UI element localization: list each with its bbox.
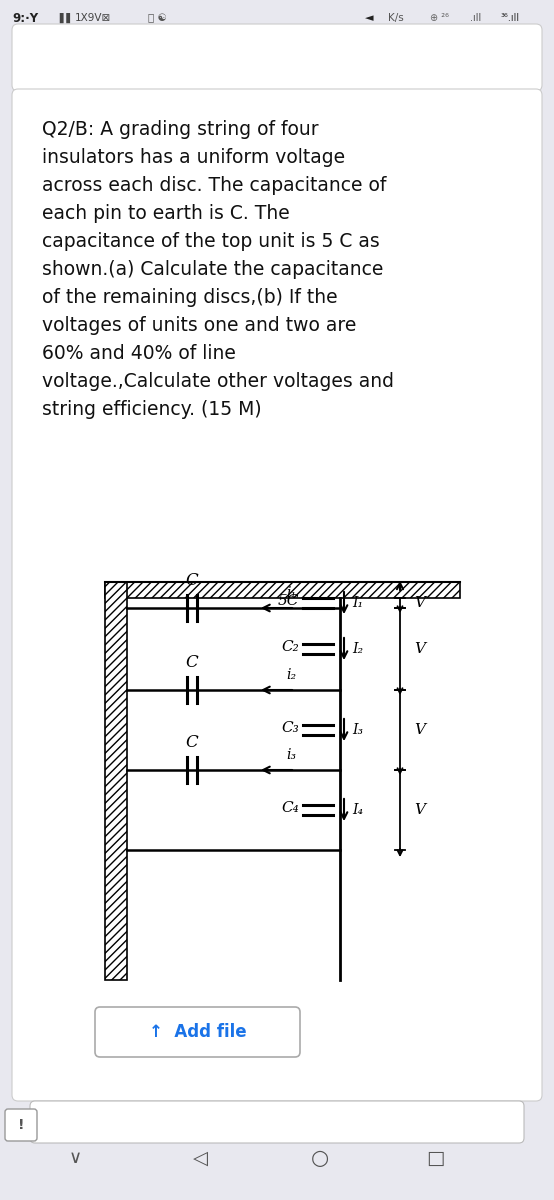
Text: ³⁶.ıll: ³⁶.ıll — [500, 13, 519, 23]
Text: ◄: ◄ — [365, 13, 373, 23]
Text: C₃: C₃ — [281, 721, 299, 734]
Text: ⊕ ²⁶: ⊕ ²⁶ — [430, 13, 449, 23]
Text: □: □ — [426, 1148, 444, 1168]
Text: V: V — [414, 642, 425, 656]
Text: i₂: i₂ — [286, 668, 296, 682]
FancyBboxPatch shape — [30, 1102, 524, 1142]
FancyBboxPatch shape — [95, 1007, 300, 1057]
Text: .ıll: .ıll — [470, 13, 481, 23]
Text: ○: ○ — [311, 1148, 329, 1168]
Text: I₁: I₁ — [352, 596, 363, 610]
FancyBboxPatch shape — [12, 89, 542, 1102]
Text: ◁: ◁ — [192, 1148, 208, 1168]
Text: I₄: I₄ — [352, 803, 363, 817]
Text: i₃: i₃ — [286, 748, 296, 762]
Text: 9:·Y: 9:·Y — [12, 12, 38, 24]
Text: ▐▐: ▐▐ — [55, 13, 70, 23]
Text: 5C: 5C — [278, 594, 299, 608]
Text: V: V — [414, 596, 425, 610]
Text: I₃: I₃ — [352, 722, 363, 737]
FancyBboxPatch shape — [12, 24, 542, 91]
Text: C₂: C₂ — [281, 640, 299, 654]
Text: C: C — [186, 654, 198, 671]
Text: C: C — [186, 734, 198, 751]
Text: ↑  Add file: ↑ Add file — [148, 1022, 247, 1040]
Text: ∨: ∨ — [69, 1150, 81, 1166]
Bar — [105, 582, 127, 980]
Text: i₁: i₁ — [286, 586, 296, 600]
Text: V: V — [414, 803, 425, 817]
Text: C₄: C₄ — [281, 802, 299, 815]
Text: 1X9V⊠: 1X9V⊠ — [75, 13, 111, 23]
Text: C: C — [186, 572, 198, 589]
Text: !: ! — [18, 1118, 24, 1132]
FancyBboxPatch shape — [5, 1109, 37, 1141]
Text: Q2/B: A grading string of four
insulators has a uniform voltage
across each disc: Q2/B: A grading string of four insulator… — [42, 120, 394, 419]
Bar — [0, 1100, 554, 1200]
Bar — [105, 582, 460, 598]
Text: ⏰ ☯: ⏰ ☯ — [148, 13, 167, 23]
Text: K/s: K/s — [388, 13, 404, 23]
Text: V: V — [414, 722, 425, 737]
Text: I₂: I₂ — [352, 642, 363, 656]
